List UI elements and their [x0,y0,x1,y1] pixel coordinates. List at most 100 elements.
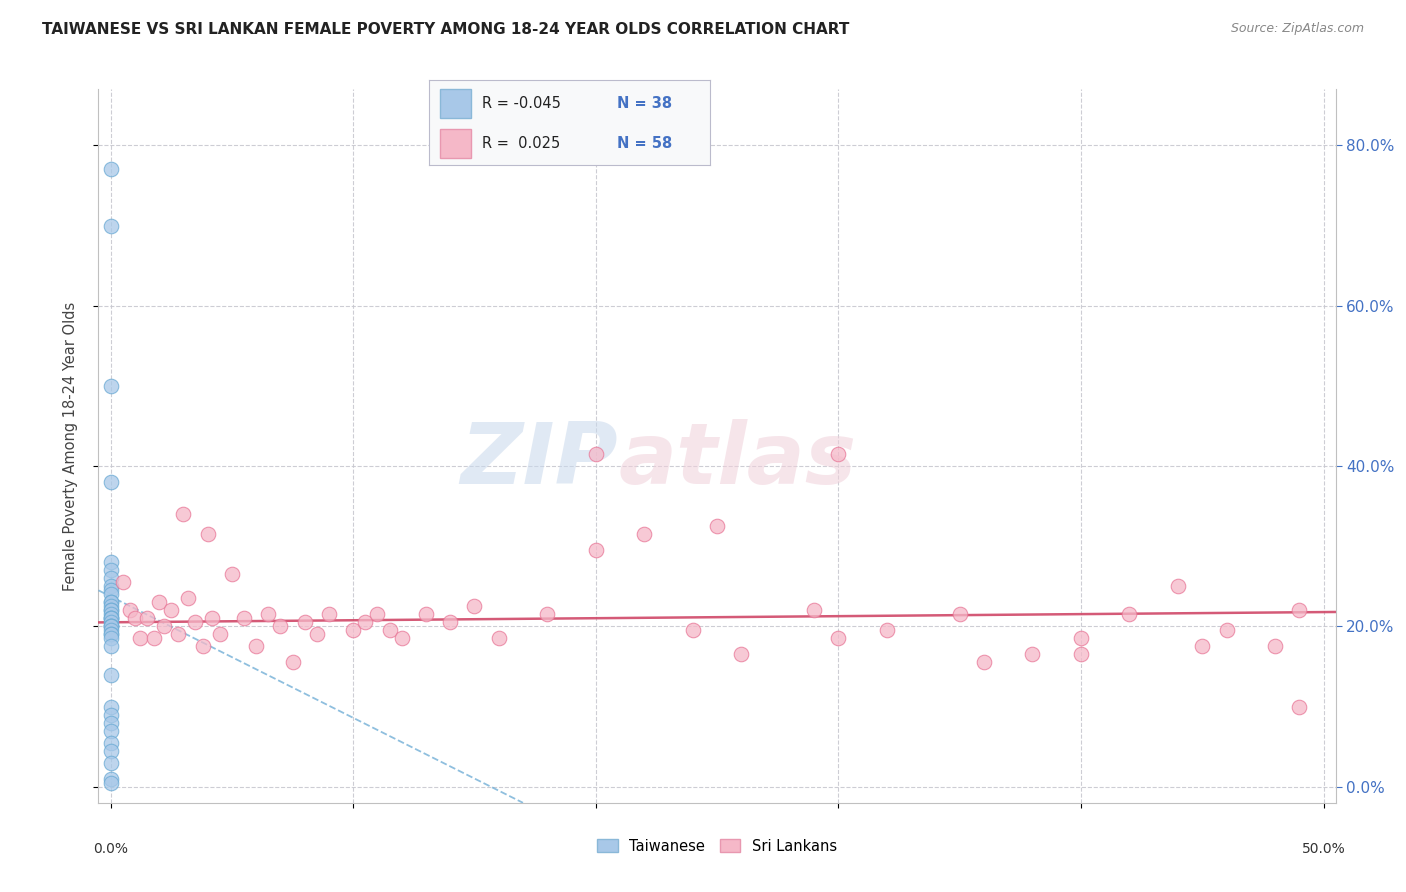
Point [318,607,340,622]
Point [100,607,122,622]
Point [100,627,122,641]
Point [281,656,304,670]
Point [100,587,122,601]
Point [177,591,200,606]
Point [100,219,122,233]
Point [827,632,849,646]
Point [1070,632,1092,646]
Text: R =  0.025: R = 0.025 [482,136,561,152]
Point [245,640,267,654]
Text: TAIWANESE VS SRI LANKAN FEMALE POVERTY AMONG 18-24 YEAR OLDS CORRELATION CHART: TAIWANESE VS SRI LANKAN FEMALE POVERTY A… [42,22,849,37]
Point [949,607,972,622]
Point [118,603,141,617]
Point [100,595,122,609]
Point [1264,640,1286,654]
Point [100,667,122,681]
Point [366,607,388,622]
Point [100,583,122,598]
Point [1118,607,1140,622]
Point [136,611,159,625]
Point [1021,648,1043,662]
Point [100,627,122,641]
Text: N = 58: N = 58 [617,136,672,152]
Point [1070,648,1092,662]
Point [100,776,122,790]
Point [100,619,122,633]
Point [100,615,122,630]
Point [1167,579,1189,593]
Point [1288,699,1310,714]
Point [257,607,280,622]
Point [633,527,655,541]
Point [585,447,607,461]
Point [415,607,437,622]
Point [706,519,728,533]
Point [100,619,122,633]
Point [100,603,122,617]
Point [100,599,122,614]
Point [682,624,704,638]
Point [128,632,150,646]
Point [191,640,214,654]
Point [342,624,364,638]
Point [172,507,194,521]
Point [148,595,170,609]
Point [294,615,316,630]
Point [153,619,176,633]
Text: N = 38: N = 38 [617,95,672,111]
Point [111,575,134,590]
Point [354,615,377,630]
Point [305,627,328,641]
Point [100,595,122,609]
Point [167,627,190,641]
Point [160,603,183,617]
Point [100,619,122,633]
Point [197,527,219,541]
Point [730,648,752,662]
Point [100,563,122,577]
Point [124,611,146,625]
Point [100,162,122,177]
Point [100,555,122,569]
FancyBboxPatch shape [440,89,471,118]
Text: 50.0%: 50.0% [1302,842,1346,856]
Point [100,640,122,654]
Point [100,611,122,625]
Point [100,632,122,646]
Point [100,715,122,730]
Point [100,736,122,750]
Point [100,571,122,585]
Point [585,543,607,558]
Point [201,611,224,625]
Text: ZIP: ZIP [460,418,619,502]
Point [1288,603,1310,617]
Point [100,379,122,393]
Point [536,607,558,622]
Text: atlas: atlas [619,418,856,502]
Point [439,615,461,630]
Point [100,603,122,617]
Point [100,744,122,758]
Point [463,599,485,614]
Point [100,756,122,770]
Point [143,632,166,646]
Point [269,619,291,633]
Point [827,447,849,461]
Point [876,624,898,638]
Point [1191,640,1213,654]
Point [100,699,122,714]
Point [378,624,401,638]
Point [1215,624,1237,638]
Point [100,723,122,738]
Point [100,707,122,722]
Point [803,603,825,617]
Text: Source: ZipAtlas.com: Source: ZipAtlas.com [1230,22,1364,36]
Legend: Taiwanese, Sri Lankans: Taiwanese, Sri Lankans [592,833,842,860]
Text: 0.0%: 0.0% [93,842,128,856]
Point [391,632,413,646]
Point [100,611,122,625]
Point [221,567,243,582]
Point [208,627,231,641]
Point [233,611,256,625]
FancyBboxPatch shape [440,129,471,158]
